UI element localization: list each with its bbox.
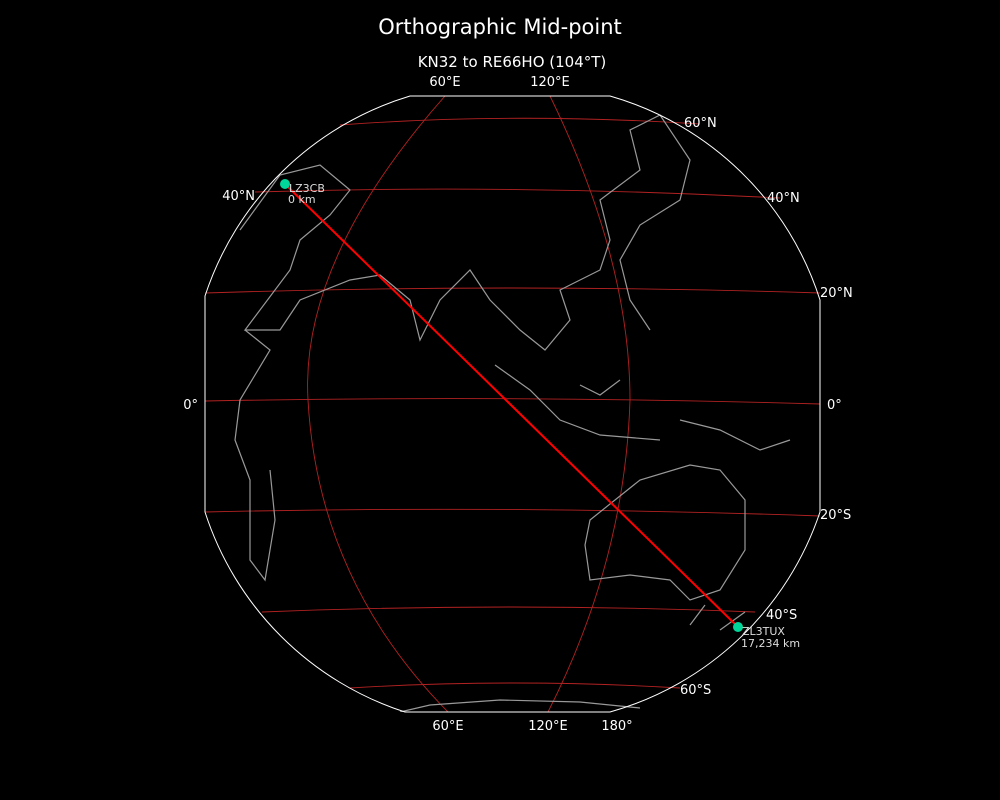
station-end-distance: 17,234 km (741, 637, 800, 650)
globe-outline (204, 95, 821, 713)
parallel-20s (205, 508, 820, 517)
station-marker-end[interactable] (733, 622, 743, 632)
parallel-20n (205, 287, 820, 294)
parallel-40s (261, 606, 756, 613)
coast-eurasia (239, 114, 691, 351)
station-marker-start[interactable] (280, 179, 290, 189)
meridian-60e (307, 96, 449, 712)
coast-africa (234, 329, 276, 582)
coast-indonesia (494, 364, 791, 451)
station-start-call: LZ3CB (289, 182, 325, 195)
great-circle-path (284, 183, 739, 628)
label-bottom-60e: 60°E (432, 719, 463, 734)
label-right-60s: 60°S (680, 683, 711, 698)
label-left-0: 0° (183, 398, 198, 413)
station-end-call: ZL3TUX (742, 625, 785, 638)
label-right-40s: 40°S (766, 608, 797, 623)
label-right-20n: 20°N (820, 286, 853, 301)
label-bottom-120e: 120°E (528, 719, 568, 734)
map-subtitle: KN32 to RE66HO (104°T) (418, 53, 607, 71)
label-top-60e: 60°E (429, 75, 460, 90)
label-right-60n: 60°N (684, 116, 717, 131)
coast-antarctica (399, 699, 641, 712)
parallel-60s (349, 682, 681, 689)
parallel-60n (339, 117, 701, 126)
label-bottom-180: 180° (601, 719, 632, 734)
label-right-40n: 40°N (767, 191, 800, 206)
meridian-120e (547, 96, 631, 712)
label-right-20s: 20°S (820, 508, 851, 523)
label-left-40n: 40°N (222, 189, 255, 204)
parallel-40n (254, 188, 781, 199)
coast-australia (584, 464, 746, 601)
station-start-distance: 0 km (288, 193, 316, 206)
parallel-equator (205, 398, 820, 405)
label-right-0: 0° (827, 398, 842, 413)
map-title: Orthographic Mid-point (378, 15, 622, 39)
label-top-120e: 120°E (530, 75, 570, 90)
